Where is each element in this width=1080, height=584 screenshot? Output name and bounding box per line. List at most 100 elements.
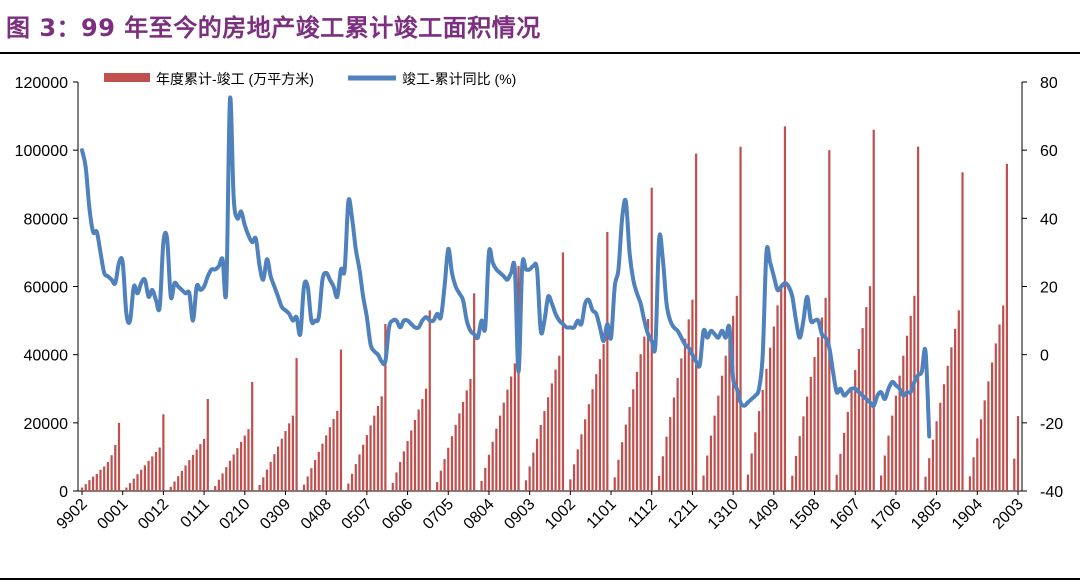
bar <box>443 459 446 491</box>
bar <box>221 473 224 491</box>
bar <box>887 435 890 491</box>
bar <box>902 355 905 491</box>
bar <box>217 479 220 491</box>
bar <box>639 354 642 491</box>
bar <box>502 402 505 491</box>
bar <box>828 150 831 492</box>
bar <box>436 482 439 491</box>
bar <box>839 453 842 491</box>
bar <box>276 446 280 491</box>
bar <box>728 335 731 491</box>
x-tick-label: 9902 <box>54 496 91 533</box>
bar <box>750 453 753 491</box>
bar <box>295 358 298 491</box>
bar <box>339 349 343 491</box>
bar <box>691 299 694 491</box>
bar <box>317 451 320 491</box>
x-tick-label: 0606 <box>379 496 416 533</box>
bar <box>591 389 594 491</box>
bar <box>806 396 809 491</box>
bar <box>739 146 742 491</box>
bar <box>850 390 853 491</box>
bar <box>776 305 779 491</box>
bar <box>857 349 861 491</box>
bar <box>391 482 394 491</box>
bar <box>376 405 380 491</box>
bar <box>905 335 909 491</box>
bar <box>983 400 986 491</box>
bar <box>580 434 583 491</box>
bar <box>665 436 668 491</box>
bar <box>147 460 150 491</box>
bar <box>447 447 450 491</box>
bar <box>1016 416 1020 491</box>
bar <box>720 375 724 491</box>
bar <box>761 389 764 491</box>
bar <box>783 126 787 491</box>
y-left-tick-label: 100000 <box>15 143 68 160</box>
bar <box>558 355 561 491</box>
bar <box>498 415 502 491</box>
bar <box>772 326 775 491</box>
bar <box>632 389 635 491</box>
figure-title: 图 3：99 年至今的房地产竣工累计竣工面积情况 <box>6 14 541 42</box>
bar <box>868 286 872 491</box>
bar <box>683 338 687 491</box>
bar <box>769 347 772 491</box>
bar <box>513 363 516 491</box>
bar <box>95 473 98 491</box>
bar <box>880 475 883 491</box>
bar <box>528 466 531 491</box>
bar <box>554 369 557 491</box>
bar <box>369 425 372 491</box>
x-tick-label: 1904 <box>949 496 986 533</box>
bar <box>572 464 576 491</box>
bar <box>676 377 679 491</box>
legend-label-bars: 年度累计-竣工 (万平方米) <box>156 71 314 87</box>
bar <box>191 454 195 491</box>
bar <box>454 424 457 491</box>
bar <box>424 388 428 491</box>
bar <box>813 357 816 491</box>
bar <box>817 337 820 491</box>
bar <box>199 444 202 491</box>
y-left-tick-label: 120000 <box>15 75 68 92</box>
bar <box>284 431 287 491</box>
bar <box>976 438 979 491</box>
bar <box>979 419 983 491</box>
x-tick-label: 1002 <box>542 496 579 533</box>
bar <box>928 458 931 491</box>
x-tick-label: 0903 <box>501 496 538 533</box>
bar <box>510 376 513 491</box>
x-tick-label: 0012 <box>135 496 172 533</box>
bar <box>961 172 964 491</box>
bar <box>473 293 476 491</box>
bar <box>117 422 121 491</box>
bar <box>584 419 587 491</box>
bar <box>362 444 365 491</box>
bar <box>824 297 827 491</box>
bar <box>931 439 935 491</box>
bar <box>843 432 846 491</box>
bar <box>480 480 483 491</box>
bar <box>595 374 598 491</box>
bar <box>132 478 135 491</box>
title-rule <box>0 52 1080 54</box>
x-tick-label: 1101 <box>584 496 620 532</box>
bar <box>561 252 565 491</box>
bar <box>539 424 542 491</box>
bar <box>302 484 306 491</box>
y-right-tick-label: -20 <box>1040 416 1063 433</box>
bar <box>180 470 183 491</box>
bar <box>461 401 465 491</box>
bar <box>702 475 705 491</box>
bar <box>802 416 805 491</box>
bar <box>417 409 420 491</box>
bar <box>894 395 898 491</box>
legend-swatch-bars <box>104 73 150 82</box>
bar <box>524 480 528 491</box>
bar <box>162 414 165 491</box>
bar <box>621 442 624 491</box>
bar <box>177 476 180 491</box>
y-right-tick-label: 80 <box>1040 75 1058 92</box>
